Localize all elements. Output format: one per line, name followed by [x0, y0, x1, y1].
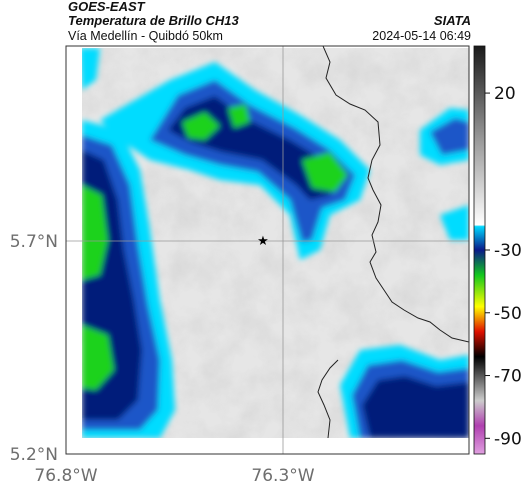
colorbar-tick-label: -90	[494, 429, 522, 449]
map-border	[65, 45, 470, 455]
colorbar-tick-label: -50	[494, 304, 522, 324]
department-border-south	[317, 359, 339, 439]
cloud-region-cyan	[440, 205, 469, 240]
cloud-region-green	[82, 325, 114, 390]
product-title: Temperatura de Brillo CH13	[68, 13, 239, 28]
lat-tick-label: 5.2°N	[10, 445, 58, 465]
star-marker: ★	[257, 234, 269, 249]
cloud-region-cyan	[82, 48, 100, 90]
cloud-region-green	[228, 104, 250, 128]
lat-tick-label: 5.7°N	[10, 232, 58, 252]
lon-tick-label: 76.8°W	[34, 466, 97, 486]
cloud-region-green	[302, 152, 348, 192]
department-border	[322, 46, 469, 343]
timestamp-label: 2024-05-14 06:49	[372, 29, 471, 43]
colorbar-tick-label: -30	[494, 241, 522, 261]
satellite-name: GOES-EAST	[68, 0, 145, 14]
colorbar-tick-label: 20	[494, 84, 516, 104]
route-subtitle: Vía Medellín - Quibdó 50km	[68, 29, 223, 43]
colorbar-gradient	[473, 45, 486, 455]
colorbar-tick-label: -70	[494, 367, 522, 387]
cloud-region-green	[82, 185, 108, 280]
colorbar: 20 -30 -50 -70 -90	[473, 45, 522, 455]
cloud-region-green	[182, 112, 220, 140]
lon-tick-label: 76.3°W	[251, 466, 314, 486]
cloud-region-navy	[362, 376, 469, 438]
cloud-region-blue	[430, 118, 469, 155]
organization-label: SIATA	[433, 13, 471, 28]
